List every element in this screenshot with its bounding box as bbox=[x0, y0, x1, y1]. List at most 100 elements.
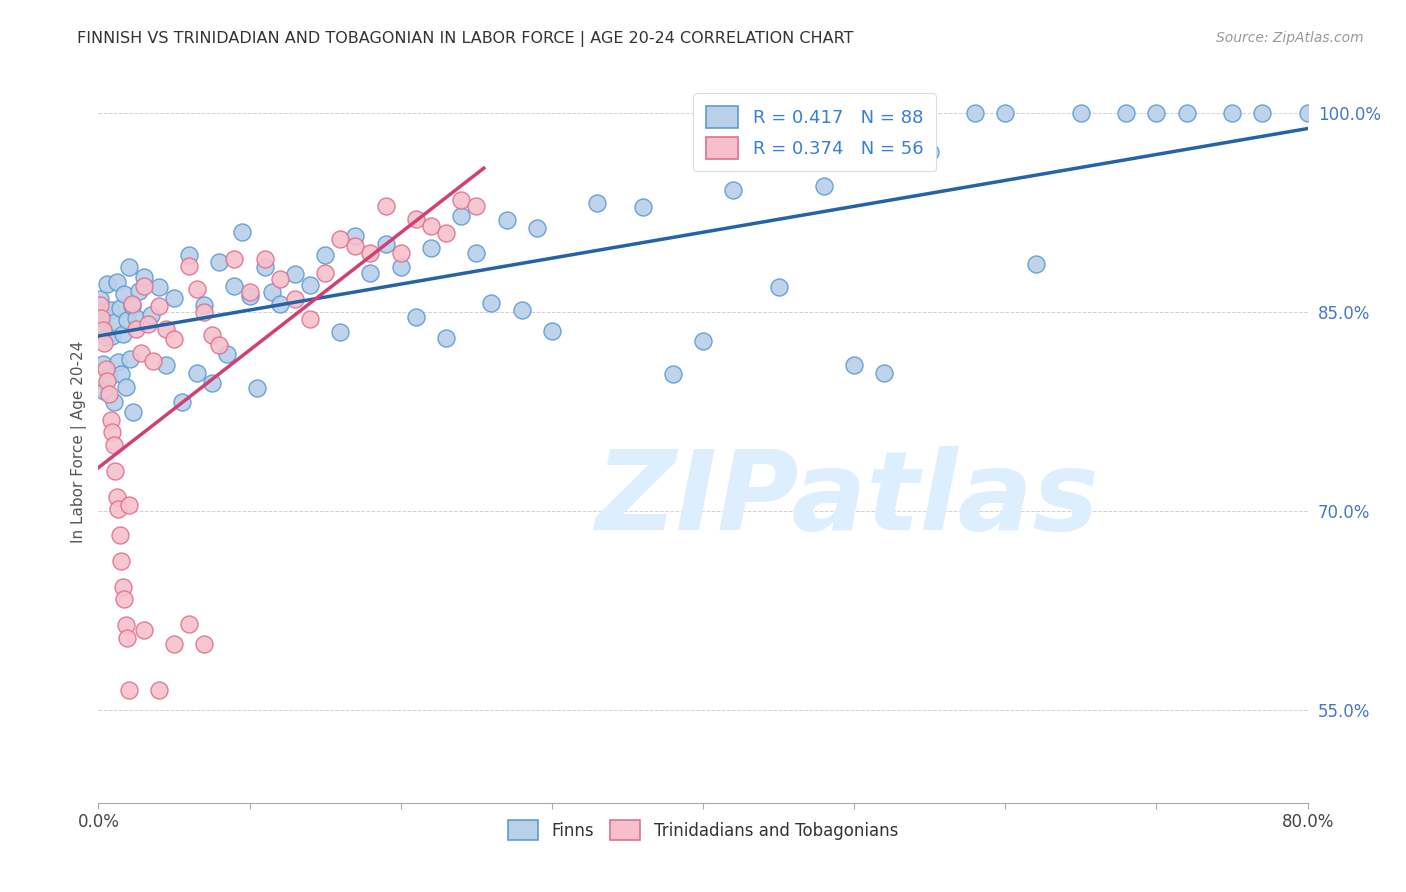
Point bbox=[91, 358, 114, 372]
Point bbox=[129, 346, 152, 360]
Point bbox=[965, 106, 987, 120]
Point bbox=[1296, 106, 1319, 120]
Point bbox=[405, 310, 427, 325]
Point bbox=[360, 245, 382, 260]
Point bbox=[112, 592, 135, 607]
Point bbox=[163, 637, 186, 651]
Point bbox=[103, 438, 125, 452]
Point bbox=[118, 260, 141, 274]
Point bbox=[269, 272, 291, 286]
Point bbox=[121, 299, 143, 313]
Point bbox=[193, 305, 215, 319]
Point bbox=[128, 284, 150, 298]
Point bbox=[155, 359, 177, 373]
Point bbox=[420, 241, 443, 255]
Point bbox=[125, 322, 148, 336]
Point bbox=[1251, 106, 1274, 120]
Point bbox=[873, 366, 896, 380]
Point bbox=[661, 367, 683, 381]
Point bbox=[105, 490, 128, 504]
Point bbox=[284, 268, 307, 282]
Point bbox=[215, 347, 238, 361]
Point bbox=[107, 502, 129, 516]
Point bbox=[239, 285, 262, 300]
Point bbox=[108, 528, 131, 542]
Point bbox=[262, 285, 284, 299]
Point bbox=[120, 352, 142, 367]
Point bbox=[89, 292, 111, 306]
Point bbox=[1024, 257, 1046, 271]
Point bbox=[329, 325, 352, 339]
Point bbox=[420, 219, 443, 233]
Point bbox=[186, 366, 208, 380]
Point bbox=[93, 335, 115, 350]
Point bbox=[224, 279, 246, 293]
Point bbox=[723, 183, 745, 197]
Point bbox=[103, 395, 125, 409]
Point bbox=[100, 302, 122, 317]
Point bbox=[122, 404, 145, 418]
Point bbox=[314, 248, 336, 262]
Point bbox=[994, 106, 1017, 120]
Point bbox=[586, 195, 609, 210]
Point bbox=[1144, 106, 1167, 120]
Point bbox=[141, 309, 163, 323]
Point bbox=[170, 395, 193, 409]
Point bbox=[193, 298, 215, 312]
Point bbox=[201, 376, 224, 391]
Point bbox=[299, 277, 322, 292]
Point bbox=[329, 232, 352, 246]
Point bbox=[163, 332, 186, 346]
Point bbox=[112, 287, 135, 301]
Point bbox=[94, 330, 117, 344]
Point bbox=[155, 322, 177, 336]
Point bbox=[813, 178, 835, 193]
Point bbox=[114, 379, 136, 393]
Point bbox=[246, 381, 269, 395]
Point bbox=[108, 301, 131, 316]
Point bbox=[94, 361, 117, 376]
Point bbox=[125, 311, 148, 326]
Point bbox=[1115, 106, 1137, 120]
Point bbox=[1220, 106, 1243, 120]
Point bbox=[208, 255, 231, 269]
Point bbox=[179, 259, 201, 273]
Point bbox=[96, 277, 118, 291]
Point bbox=[121, 297, 143, 311]
Point bbox=[93, 384, 115, 398]
Point bbox=[179, 248, 201, 262]
Point bbox=[186, 282, 208, 296]
Point bbox=[91, 318, 114, 332]
Point bbox=[104, 315, 127, 329]
Point bbox=[148, 683, 170, 698]
Point bbox=[344, 229, 367, 244]
Point bbox=[374, 236, 396, 251]
Point bbox=[405, 212, 427, 227]
Point bbox=[110, 554, 132, 568]
Point bbox=[389, 260, 412, 275]
Point bbox=[231, 225, 253, 239]
Point bbox=[465, 199, 488, 213]
Point bbox=[115, 313, 138, 327]
Point bbox=[91, 323, 114, 337]
Text: ZIPatlas: ZIPatlas bbox=[596, 446, 1099, 553]
Point bbox=[89, 298, 111, 312]
Point bbox=[269, 297, 291, 311]
Point bbox=[1175, 106, 1198, 120]
Point bbox=[450, 193, 472, 207]
Point bbox=[111, 327, 134, 342]
Point bbox=[98, 386, 121, 401]
Point bbox=[96, 374, 118, 388]
Point bbox=[918, 145, 941, 159]
Point bbox=[768, 280, 790, 294]
Point bbox=[224, 252, 246, 267]
Point bbox=[114, 618, 136, 632]
Point bbox=[389, 245, 412, 260]
Point bbox=[253, 252, 276, 267]
Point bbox=[142, 354, 165, 368]
Point bbox=[100, 412, 122, 426]
Point bbox=[118, 683, 141, 698]
Point bbox=[450, 209, 472, 223]
Point bbox=[344, 239, 367, 253]
Point bbox=[115, 631, 138, 645]
